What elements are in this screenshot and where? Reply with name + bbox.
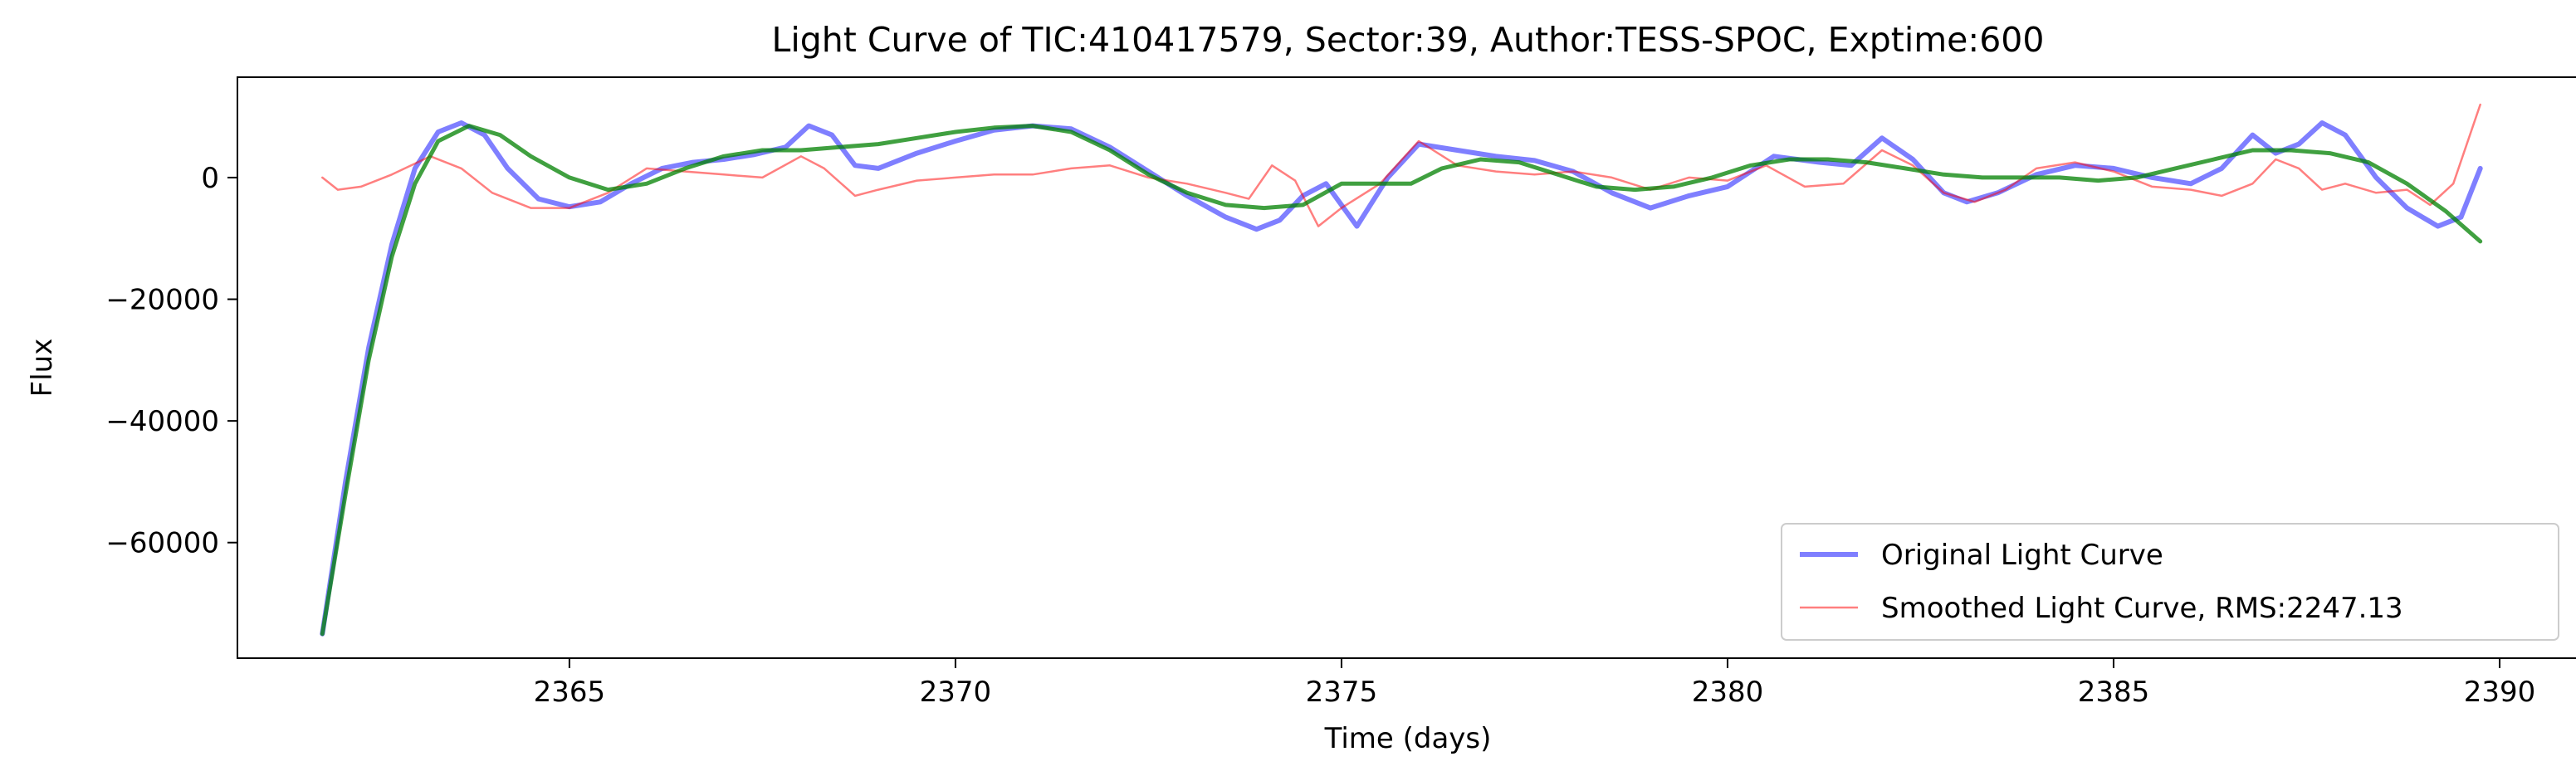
series-layer (320, 103, 2483, 637)
x-tick-label: 2370 (920, 676, 992, 709)
y-tick-label: −20000 (105, 284, 219, 317)
y-tick-label: 0 (201, 162, 219, 195)
legend: Original Light Curve Smoothed Light Curv… (1781, 523, 2559, 641)
x-tick-label: 2385 (2078, 676, 2150, 709)
y-axis: 0 −20000 −40000 −60000 (105, 162, 237, 560)
series-line-2 (320, 124, 2483, 637)
y-tick-label: −40000 (105, 405, 219, 438)
x-axis-label: Time (days) (1324, 722, 1492, 755)
legend-label-original: Original Light Curve (1881, 539, 2163, 572)
x-axis: 2365 2370 2375 2380 2385 2390 (534, 658, 2536, 709)
legend-label-smoothed: Smoothed Light Curve, RMS:2247.13 (1881, 592, 2403, 625)
y-tick-label: −60000 (105, 527, 219, 560)
x-tick-label: 2380 (1692, 676, 1764, 709)
y-axis-label: Flux (26, 339, 59, 398)
chart-title: Light Curve of TIC:410417579, Sector:39,… (772, 20, 2045, 60)
x-tick-label: 2390 (2464, 676, 2536, 709)
legend-box (1781, 523, 2559, 641)
x-tick-label: 2365 (534, 676, 606, 709)
plot-frame (237, 76, 2576, 659)
x-tick-label: 2375 (1306, 676, 1378, 709)
